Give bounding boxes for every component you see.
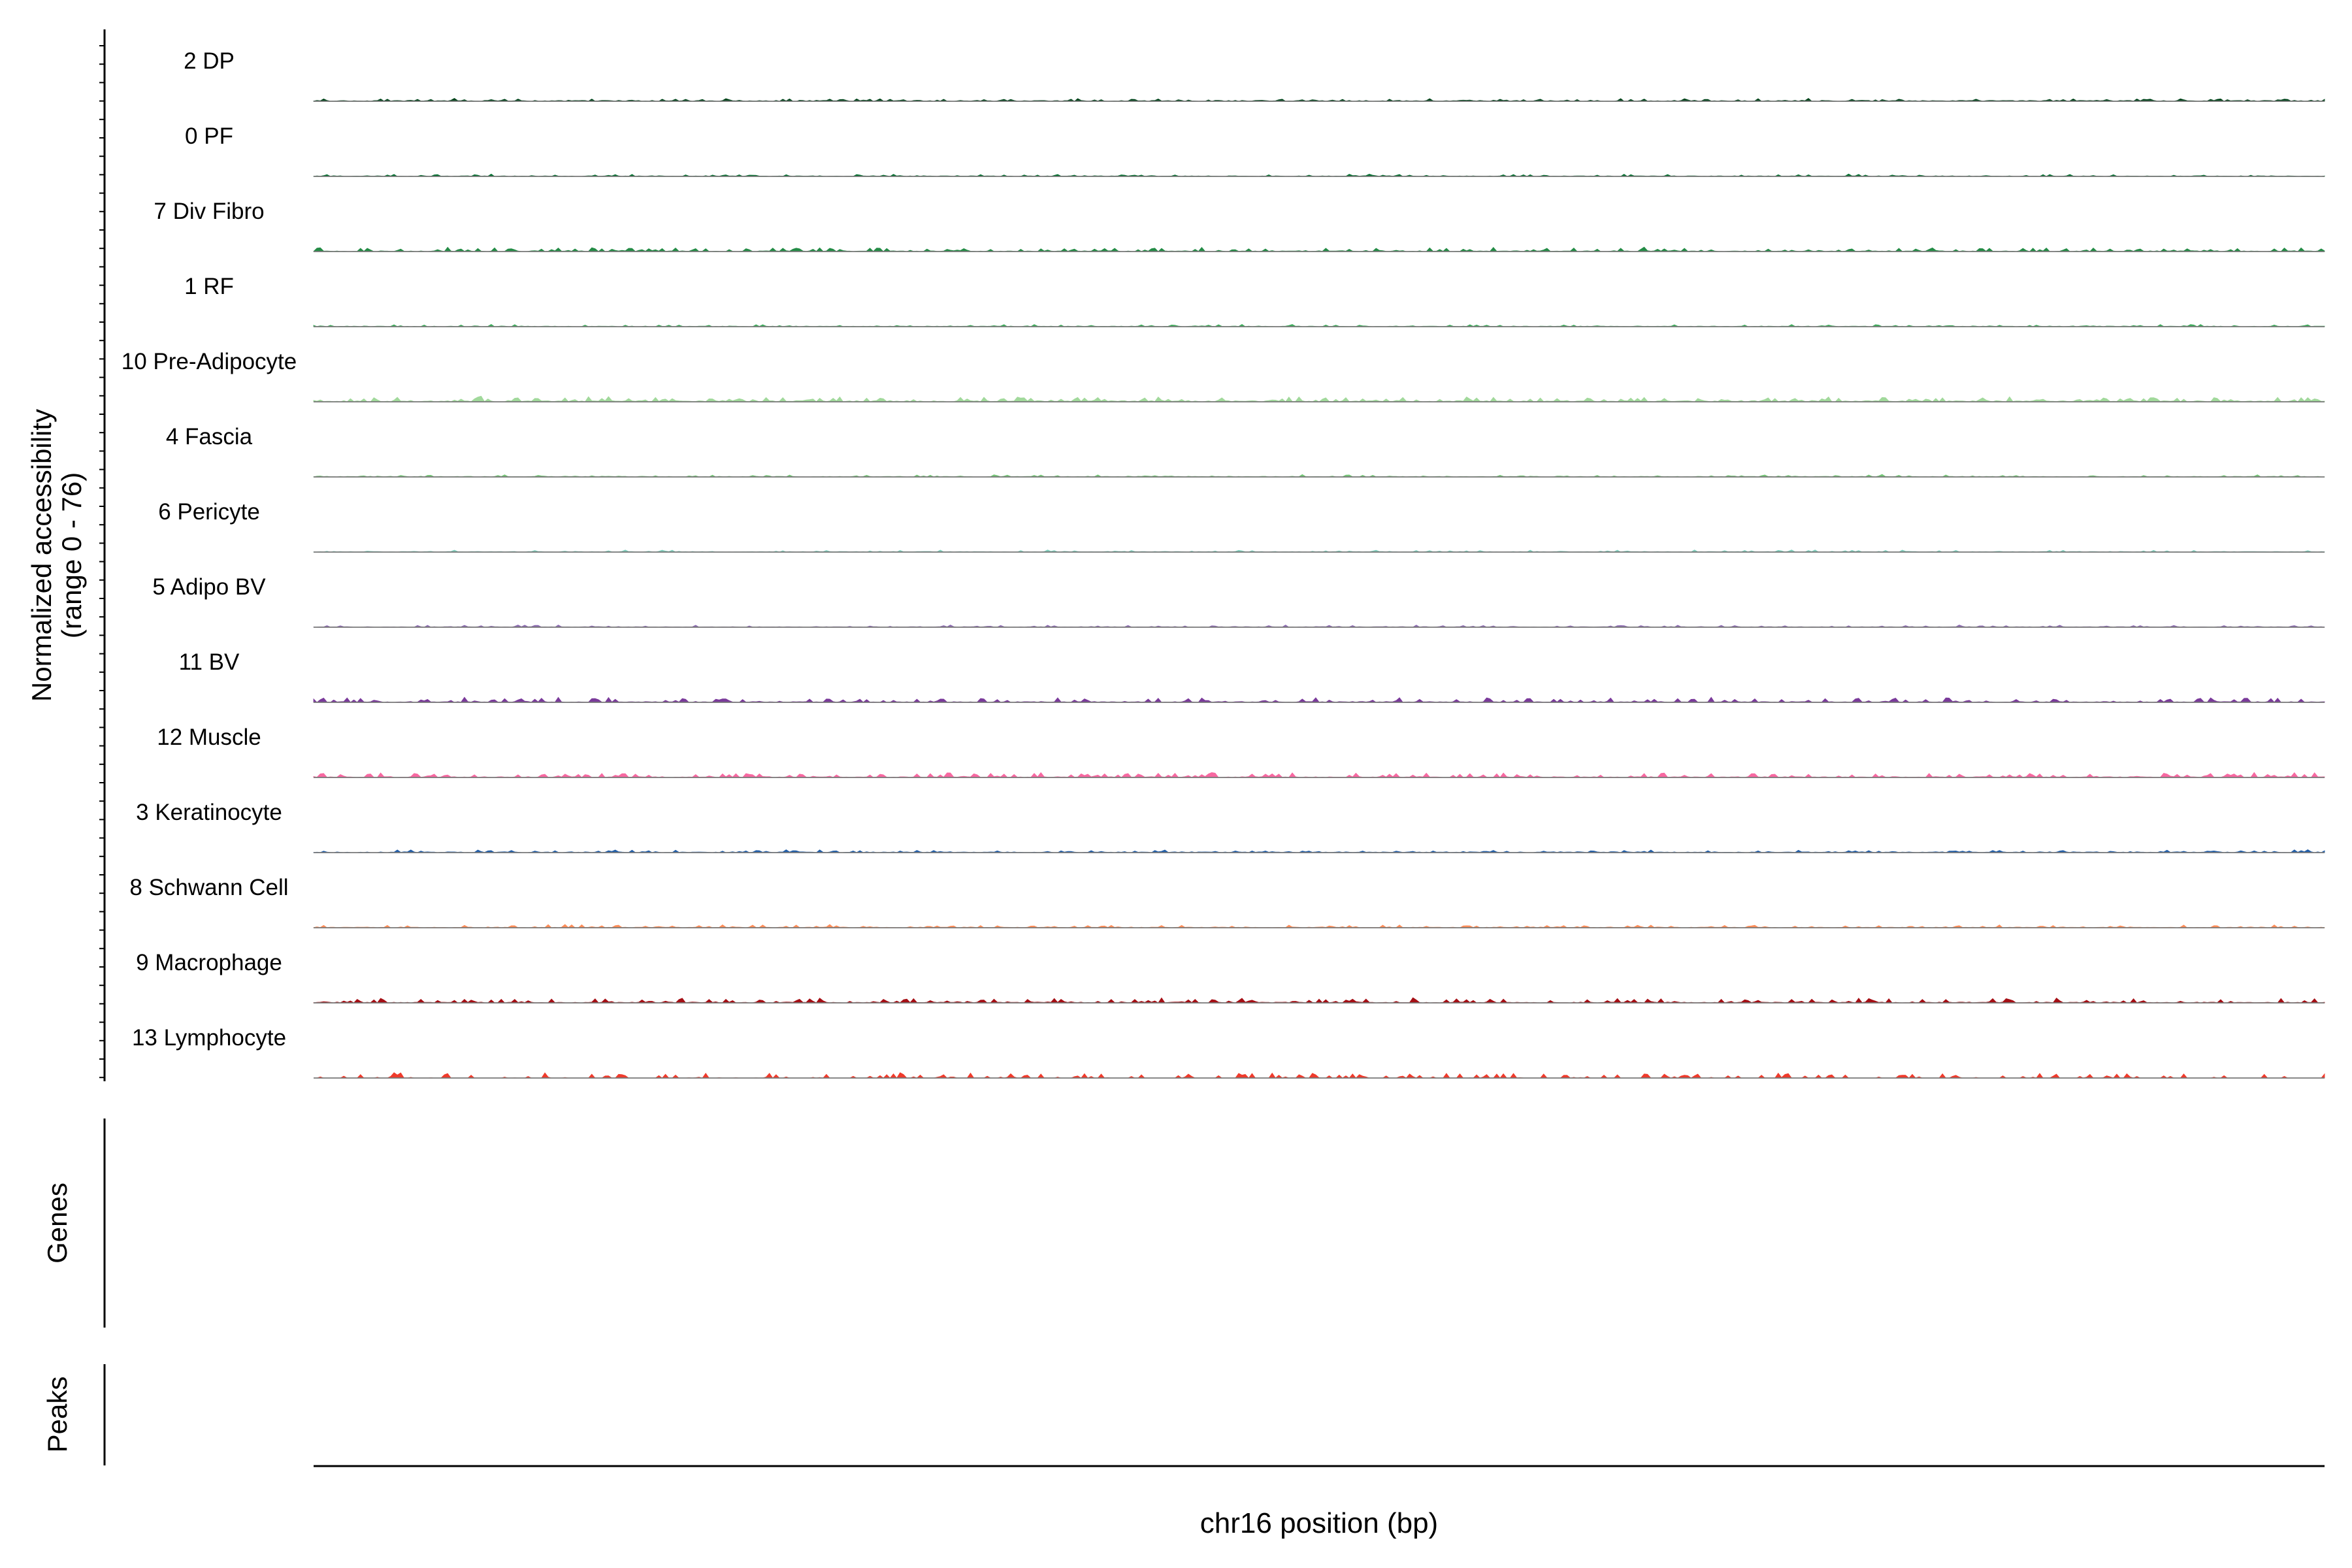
track-14: 13 Lymphocyte (132, 1025, 2325, 1079)
track-coverage (313, 997, 2325, 1004)
y-axis-label-line1: Normalized accessibility (26, 409, 57, 702)
track-9: 11 BV (179, 649, 2325, 703)
track-y-axis (99, 29, 106, 1081)
track-11: 3 Keratinocyte (136, 800, 2325, 853)
x-axis-label: chr16 position (bp) (1200, 1507, 1438, 1539)
track-label: 0 PF (185, 123, 233, 149)
track-label: 10 Pre-Adipocyte (122, 349, 297, 374)
track-label: 12 Muscle (157, 725, 261, 750)
track-coverage (313, 246, 2325, 252)
track-coverage (313, 395, 2325, 402)
peaks-panel: Peaks (42, 1364, 106, 1465)
y-axis-label-line2: (range 0 - 76) (56, 472, 87, 638)
track-label: 2 DP (184, 48, 235, 74)
track-7: 6 Pericyte (158, 499, 2325, 553)
track-label: 8 Schwann Cell (129, 875, 288, 900)
track-1: 2 DP (184, 48, 2325, 102)
track-label: 3 Keratinocyte (136, 800, 282, 825)
peaks-panel-label: Peaks (42, 1377, 73, 1453)
track-label: 4 Fascia (166, 424, 253, 449)
track-5: 10 Pre-Adipocyte (122, 349, 2325, 402)
track-coverage (313, 772, 2325, 778)
track-label: 6 Pericyte (158, 499, 260, 525)
track-label: 1 RF (184, 274, 234, 299)
track-4: 1 RF (184, 274, 2325, 327)
track-13: 9 Macrophage (136, 950, 2325, 1004)
track-label: 13 Lymphocyte (132, 1025, 286, 1051)
track-2: 0 PF (185, 123, 2325, 177)
genes-panel-label: Genes (42, 1183, 73, 1264)
track-6: 4 Fascia (166, 424, 2325, 478)
track-coverage (313, 696, 2325, 703)
x-axis: 93604000936080009361200093616000 chr16 p… (314, 1465, 2325, 1539)
track-label: 9 Macrophage (136, 950, 282, 975)
track-coverage (314, 1072, 2325, 1079)
genes-panel: Genes Setd4Cbr1 (42, 1119, 106, 1328)
track-label: 5 Adipo BV (152, 574, 266, 600)
track-3: 7 Div Fibro (154, 199, 2325, 252)
track-8: 5 Adipo BV (152, 574, 2325, 628)
track-12: 8 Schwann Cell (129, 875, 2325, 928)
track-label: 7 Div Fibro (154, 199, 264, 224)
coverage-tracks: 2 DP 0 PF 7 Div Fibro 1 RF 10 Pre-Adipocyte 4… (122, 48, 2325, 1079)
track-10: 12 Muscle (157, 725, 2325, 778)
track-label: 11 BV (179, 649, 240, 675)
